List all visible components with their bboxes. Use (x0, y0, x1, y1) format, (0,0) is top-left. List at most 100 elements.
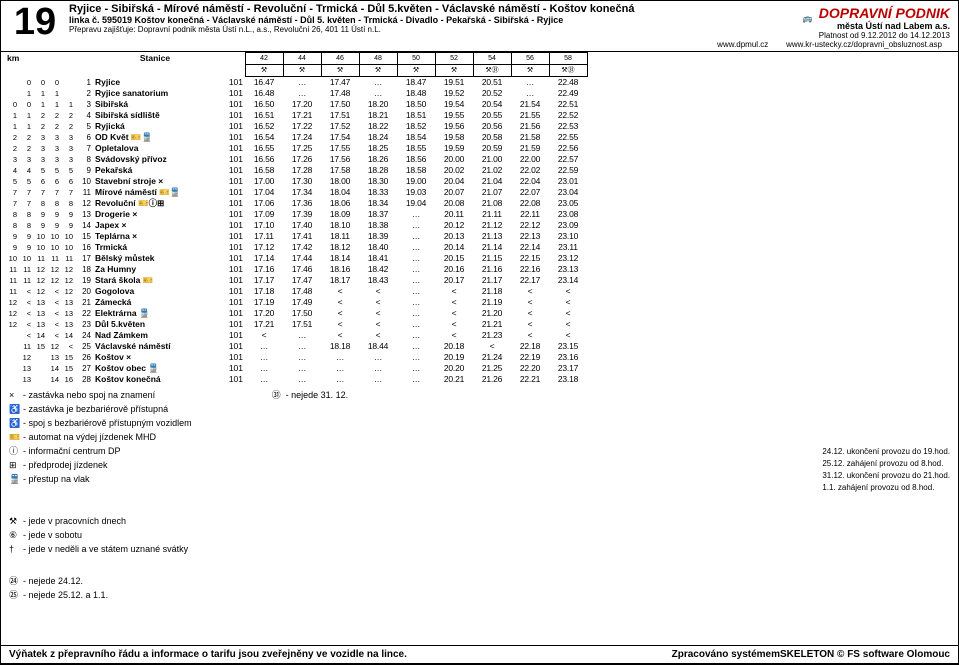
km-cell: 12 (61, 264, 75, 275)
departure-time: … (397, 308, 435, 319)
sequence-number: 14 (75, 220, 93, 231)
departure-time: … (283, 352, 321, 363)
footer-bar: Výňatek z přepravního řádu a informace o… (1, 645, 958, 664)
departure-time: 23.16 (549, 352, 587, 363)
legend-text: - zastávka nebo spoj na znamení (23, 390, 155, 400)
sequence-number: 3 (75, 99, 93, 110)
km-cell: 13 (33, 297, 47, 308)
departure-time: … (511, 77, 549, 89)
km-cell: 2 (19, 143, 33, 154)
service-note: 31.12. ukončení provozu do 21.hod. (822, 470, 950, 482)
departure-time: 17.00 (245, 176, 283, 187)
km-cell: 1 (5, 110, 19, 121)
km-cell: < (47, 297, 61, 308)
departure-time: 22.13 (511, 231, 549, 242)
km-cell: 10 (19, 253, 33, 264)
km-cell: 10 (33, 231, 47, 242)
departure-time: < (435, 286, 473, 297)
km-cell: 1 (47, 99, 61, 110)
legend-text: - nejede 25.12. a 1.1. (23, 590, 108, 600)
departure-time: 20.11 (435, 209, 473, 220)
zone: 101 (217, 242, 245, 253)
departure-time: 17.04 (245, 187, 283, 198)
departure-time: 20.18 (435, 341, 473, 352)
departure-time: 17.46 (283, 264, 321, 275)
km-cell: 10 (47, 231, 61, 242)
departure-time: 16.50 (245, 99, 283, 110)
stop-name: Zámecká (93, 297, 217, 308)
departure-time: 21.26 (473, 374, 511, 385)
km-cell: 13 (61, 319, 75, 330)
departure-time: 18.09 (321, 209, 359, 220)
km-cell: 8 (5, 209, 19, 220)
table-row: 8899913Drogerie ×10117.0917.3918.0918.37… (5, 209, 587, 220)
legend-symbol: ♿ (9, 403, 23, 416)
km-cell: 10 (47, 242, 61, 253)
departure-time: 21.54 (511, 99, 549, 110)
km-cell: 13 (19, 374, 33, 385)
departure-time: 18.10 (321, 220, 359, 231)
sequence-number: 7 (75, 143, 93, 154)
legend-item: ㉛- nejede 31. 12. (272, 389, 349, 402)
departure-time: < (359, 297, 397, 308)
departure-time: 19.56 (435, 121, 473, 132)
departure-time: 17.17 (245, 275, 283, 286)
km-cell (5, 374, 19, 385)
line-number: 19 (5, 3, 65, 41)
stop-name: Drogerie × (93, 209, 217, 220)
sequence-number: 2 (75, 88, 93, 99)
km-cell: 2 (61, 121, 75, 132)
km-cell (61, 88, 75, 99)
km-cell: 12 (5, 319, 19, 330)
sequence-number: 5 (75, 121, 93, 132)
km-cell: 13 (61, 297, 75, 308)
header-row-2: ⚒ ⚒ ⚒ ⚒ ⚒ ⚒ ⚒㉛ ⚒ ⚒㉛ (5, 65, 587, 77)
departure-time: 17.51 (283, 319, 321, 330)
km-cell: 12 (61, 286, 75, 297)
stop-name: Svádovský přívoz (93, 154, 217, 165)
departure-time: 18.24 (359, 132, 397, 143)
km-cell: 2 (47, 110, 61, 121)
departure-time: 22.12 (511, 220, 549, 231)
departure-time: 20.04 (435, 176, 473, 187)
zone: 101 (217, 154, 245, 165)
departure-time: … (397, 286, 435, 297)
departure-time: 17.49 (283, 297, 321, 308)
departure-time: 18.58 (397, 165, 435, 176)
header: 19 Ryjice - Sibiřská - Mírové náměstí - … (1, 1, 958, 52)
km-cell (5, 341, 19, 352)
departure-time: 20.52 (473, 88, 511, 99)
km-cell: 7 (19, 187, 33, 198)
km-cell: 12 (33, 286, 47, 297)
km-cell: 13 (33, 308, 47, 319)
km-cell: 3 (19, 154, 33, 165)
departure-time: 20.56 (473, 121, 511, 132)
departure-time: 18.43 (359, 275, 397, 286)
table-row: 12<13<1323Důl 5.květen10117.2117.51<<…<2… (5, 319, 587, 330)
stop-name: Koštov × (93, 352, 217, 363)
departure-time: 23.18 (549, 374, 587, 385)
departure-time: 19.54 (435, 99, 473, 110)
departure-time: … (283, 374, 321, 385)
departure-time: 17.16 (245, 264, 283, 275)
departure-time: 22.14 (511, 242, 549, 253)
zone: 101 (217, 77, 245, 89)
km-cell: 16 (61, 374, 75, 385)
departure-time: 18.50 (397, 99, 435, 110)
zone: 101 (217, 88, 245, 99)
departure-time: 22.16 (511, 264, 549, 275)
departure-time: 20.59 (473, 143, 511, 154)
departure-time: 22.21 (511, 374, 549, 385)
departure-time: 20.13 (435, 231, 473, 242)
departure-time: 18.30 (359, 176, 397, 187)
departure-time: … (359, 352, 397, 363)
departure-time: 19.52 (435, 88, 473, 99)
legend-item: ⊞- předprodej jízdenek (9, 459, 192, 472)
stations-header: Stanice (93, 53, 217, 65)
km-cell: 11 (19, 341, 33, 352)
departure-time: 22.55 (549, 132, 587, 143)
legend-text: - jede v sobotu (23, 530, 82, 540)
zone: 101 (217, 286, 245, 297)
departure-time: 18.44 (359, 341, 397, 352)
sequence-number: 1 (75, 77, 93, 89)
